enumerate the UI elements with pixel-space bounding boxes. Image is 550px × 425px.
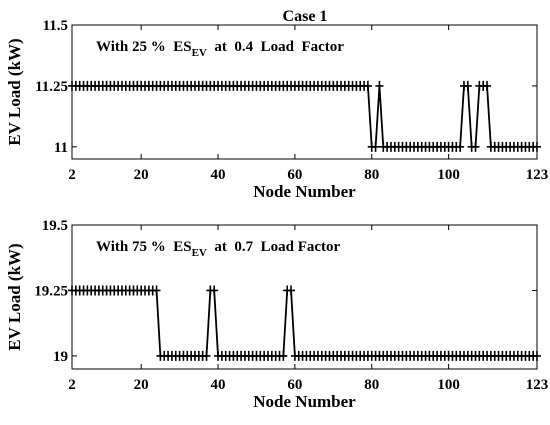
annotation-text: With 25 % ESEV at 0.4 Load Factor <box>96 39 344 59</box>
x-tick-label: 60 <box>287 377 302 393</box>
y-tick-label: 19.5 <box>42 218 68 234</box>
series-line <box>72 289 537 357</box>
data-point <box>202 350 211 361</box>
x-tick-label: 20 <box>134 377 149 393</box>
data-point <box>456 141 465 152</box>
data-point <box>463 80 472 91</box>
data-point <box>471 141 480 152</box>
chart-panel-1: 2 20 40 60 80 100 123 11 11.25 11.5 Node Number EV … <box>5 18 548 201</box>
annotation-suffix: at 0.4 Load Factor <box>207 39 344 55</box>
x-tick-label: 100 <box>437 377 460 393</box>
axes-box <box>71 224 538 370</box>
figure-title: Case 1 <box>283 8 328 25</box>
data-point <box>533 141 541 152</box>
annotation-prefix: With 25 % ES <box>96 39 192 55</box>
annotation-subscript: EV <box>192 47 207 59</box>
series-line <box>72 85 537 148</box>
axes-box <box>71 24 538 160</box>
x-tick-label: 2 <box>68 377 76 393</box>
data-point <box>152 285 161 296</box>
x-tick-label: 40 <box>211 377 226 393</box>
x-tick-label: 20 <box>134 167 149 183</box>
x-tick-label: 100 <box>437 167 460 183</box>
x-tick-label: 40 <box>211 167 226 183</box>
annotation-text: With 75 % ESEV at 0.7 Load Factor <box>96 239 341 259</box>
annotation-prefix: With 75 % ES <box>96 239 192 255</box>
y-axis-label: EV Load (kW) <box>5 243 24 350</box>
chart-panel-2: 2 20 40 60 80 100 123 19 19.25 19.5 Node Number EV … <box>5 218 548 411</box>
data-point <box>279 350 288 361</box>
x-tick-label: 80 <box>364 377 379 393</box>
data-point <box>210 285 219 296</box>
data-point <box>483 80 492 91</box>
annotation-subscript: EV <box>192 247 207 259</box>
y-axis-label: EV Load (kW) <box>5 38 24 145</box>
x-axis-label: Node Number <box>253 392 356 411</box>
annotation-suffix: at 0.7 Load Factor <box>207 239 341 255</box>
data-point <box>287 285 296 296</box>
x-tick-label: 60 <box>287 167 302 183</box>
y-tick-label: 19.25 <box>34 283 68 299</box>
x-tick-label: 80 <box>364 167 379 183</box>
x-axis-label: Node Number <box>253 182 356 201</box>
data-point <box>371 141 380 152</box>
data-point <box>375 80 384 91</box>
y-tick-label: 11 <box>54 140 68 156</box>
data-point <box>363 80 372 91</box>
y-tick-label: 19 <box>53 349 68 365</box>
x-tick-label: 2 <box>68 167 76 183</box>
y-tick-label: 11.5 <box>43 18 68 34</box>
y-tick-label: 11.25 <box>35 79 68 95</box>
data-point <box>533 350 541 361</box>
x-tick-label: 123 <box>526 167 549 183</box>
x-tick-label: 123 <box>526 377 549 393</box>
